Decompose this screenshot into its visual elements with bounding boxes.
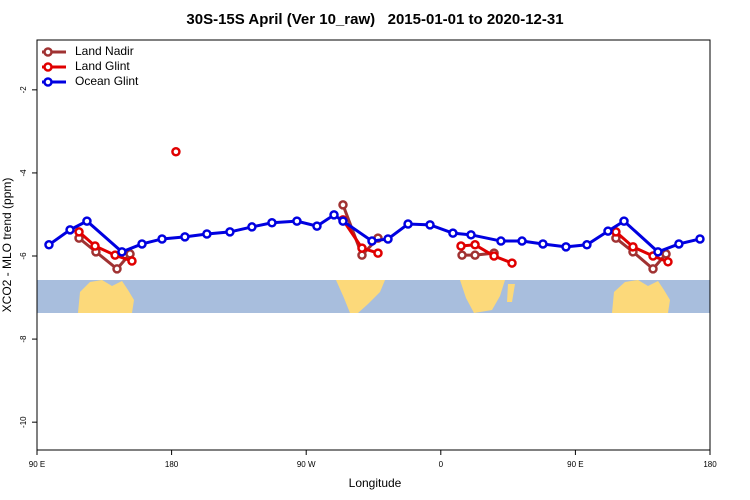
x-tick-label: 180 [165,460,179,469]
series-line [614,230,669,264]
land [612,280,670,313]
data-point [74,227,84,237]
data-point [225,227,235,237]
series-line [460,243,513,265]
data-point [157,234,167,244]
data-point [661,249,671,259]
map-strip [37,280,710,313]
y-axis-label: XCO2 - MLO trend (ppm) [0,178,14,313]
series-line [48,213,701,254]
data-point [383,234,393,244]
data-point [425,220,435,230]
data-point [466,230,476,240]
series-line [78,230,133,263]
data-point [127,256,137,266]
data-point [628,242,638,252]
y-tick-label: -2 [19,86,28,94]
data-point [517,236,527,246]
series-line [614,236,668,271]
legend-marker [43,47,53,57]
legend-label: Land Nadir [75,44,134,58]
data-point [338,216,348,226]
data-point [674,239,684,249]
land [336,280,385,313]
data-point [137,239,147,249]
data-point [561,242,571,252]
data-point [292,216,302,226]
legend-marker [43,62,53,72]
x-axis-label: Longitude [349,476,402,490]
data-point [582,240,592,250]
legend-label: Land Glint [75,59,130,73]
land [78,280,134,313]
data-point [338,200,348,210]
data-point [695,234,705,244]
data-point [603,226,613,236]
data-point [403,219,413,229]
plot-frame [36,39,711,451]
y-tick-label: -10 [19,416,28,428]
data-point [507,258,517,268]
data-point [267,218,277,228]
data-point [456,241,466,251]
y-tick-label: -6 [19,252,28,260]
data-point [171,146,181,157]
data-point [367,236,377,246]
series-line [78,236,132,271]
data-point [448,228,458,238]
x-tick-label: 90 W [297,460,316,469]
data-point [653,247,663,257]
data-point [312,221,322,231]
data-point [329,210,339,220]
land [460,280,515,313]
data-point [611,227,621,237]
data-point [112,264,122,274]
data-point [663,257,673,267]
data-point [90,241,100,251]
data-point [470,250,480,260]
legend-label: Ocean Glint [75,74,139,88]
data-point [457,250,467,260]
data-point [82,216,92,226]
x-tick-label: 90 E [567,460,583,469]
y-tick-label: -4 [19,169,28,177]
x-tick-label: 90 E [29,460,45,469]
data-point [648,264,658,274]
chart-title: 30S-15S April (Ver 10_raw) 2015-01-01 to… [186,11,563,28]
data-point [202,229,212,239]
y-tick-label: -8 [19,335,28,343]
data-point [496,236,506,246]
x-tick-label: 180 [703,460,717,469]
data-point [117,247,127,257]
data-point [538,239,548,249]
data-point [489,251,499,261]
data-point [180,232,190,242]
data-point [373,248,383,258]
data-point [470,240,480,250]
legend-marker [43,77,53,87]
data-point [247,222,257,232]
data-point [44,240,54,250]
x-tick-label: 0 [439,460,444,469]
data-point [619,216,629,226]
data-point [65,225,75,235]
data-point [357,243,367,253]
